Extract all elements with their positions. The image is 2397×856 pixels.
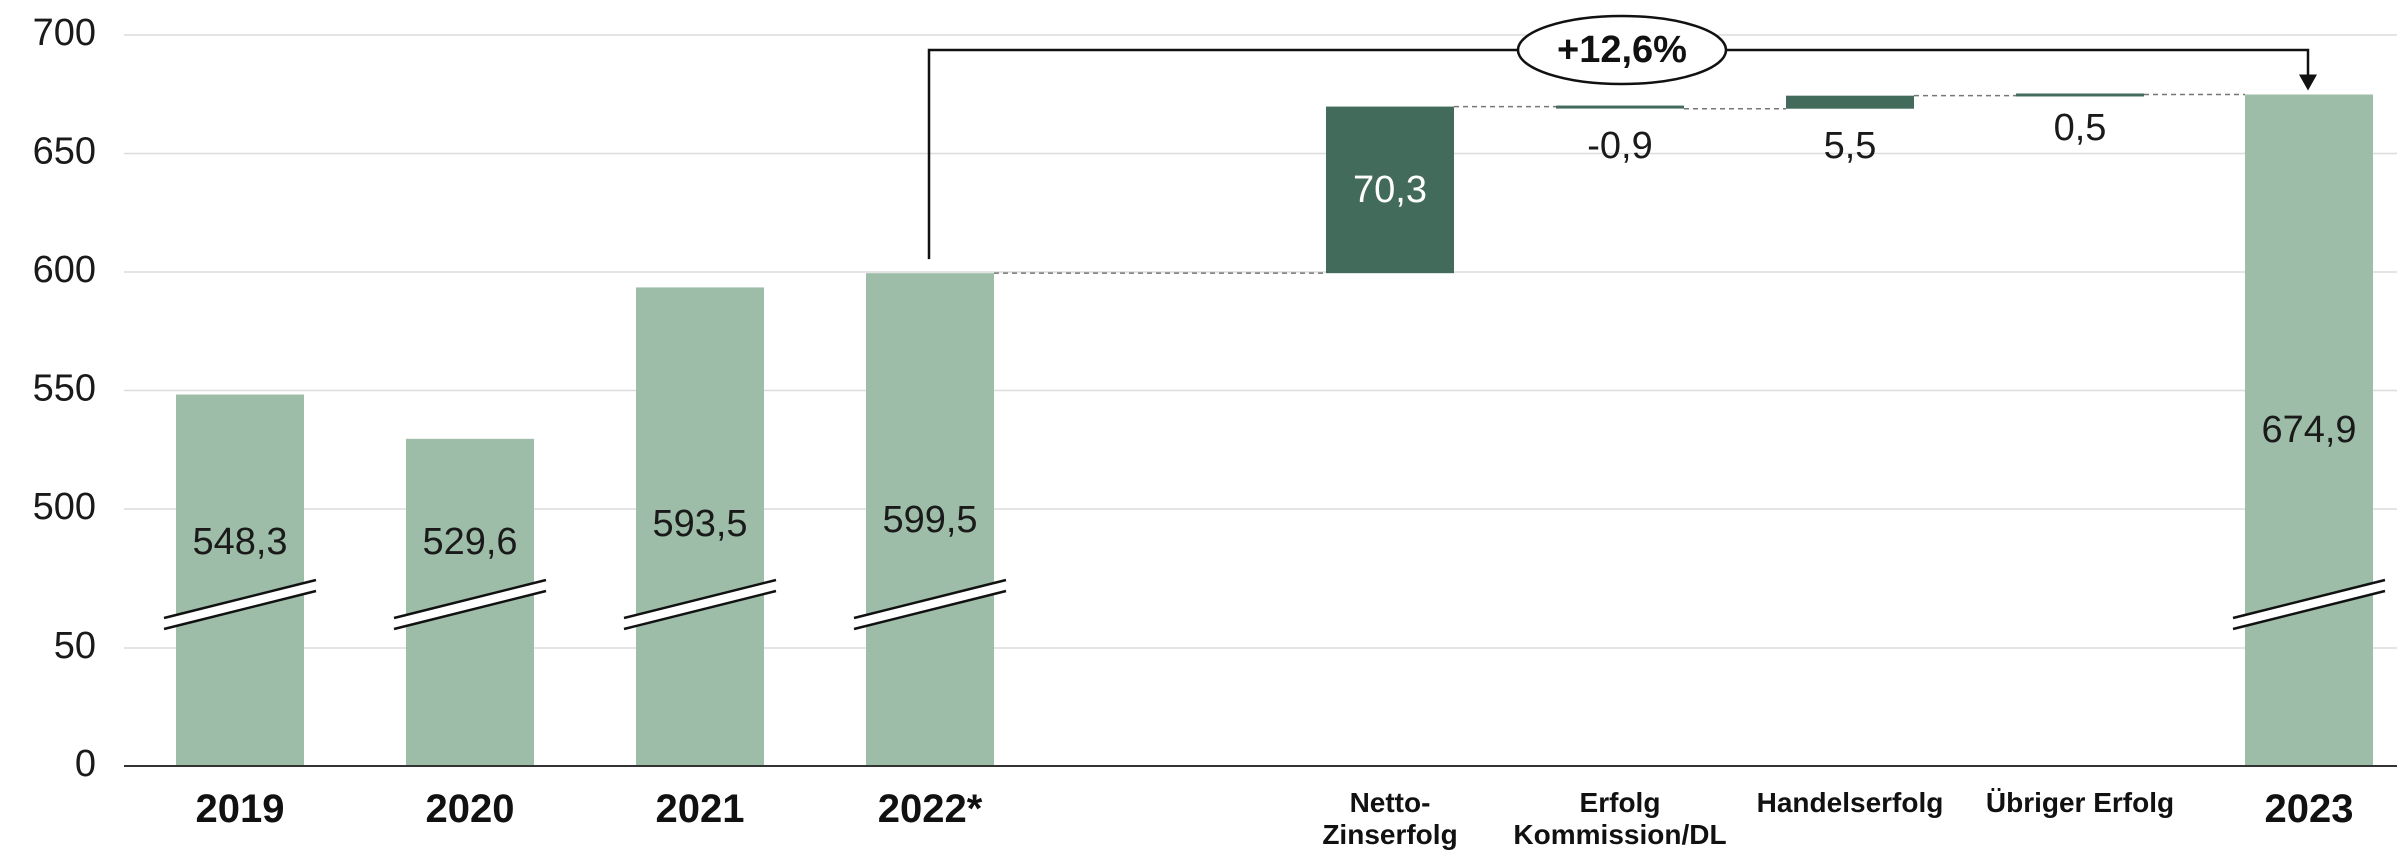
- bar-value-label: 70,3: [1353, 169, 1427, 211]
- category-label: 2020: [426, 787, 515, 831]
- bar-total: [636, 287, 764, 766]
- category-label: Zinserfolg: [1322, 819, 1457, 850]
- growth-ellipse: [1516, 14, 1728, 86]
- bar-change: [1326, 106, 1454, 274]
- connector-lines: [994, 93, 2245, 274]
- bar-total: [2245, 94, 2373, 766]
- category-label: 2022*: [878, 787, 983, 831]
- bar-value-label: 674,9: [2261, 409, 2356, 451]
- y-tick-label: 50: [54, 625, 96, 667]
- axis-break-line: [163, 578, 317, 620]
- category-label: Übriger Erfolg: [1986, 787, 2174, 818]
- y-tick-label: 0: [75, 743, 96, 785]
- axis-break-line: [393, 578, 547, 620]
- category-label: Netto-: [1350, 787, 1431, 818]
- bar-value-label: -0,9: [1587, 125, 1652, 167]
- axis-break-marks: [163, 578, 2386, 631]
- axis-break-line: [853, 578, 1007, 620]
- axis-break-line: [2232, 589, 2386, 631]
- axis-break-gap: [624, 580, 776, 629]
- axis-break-gap: [854, 580, 1006, 629]
- bars: [176, 93, 2373, 766]
- bar-change: [2016, 93, 2144, 97]
- bar-value-label: 0,5: [2054, 107, 2107, 149]
- bar-total: [866, 273, 994, 766]
- bar-value-label: 593,5: [652, 503, 747, 545]
- bar-change: [1556, 105, 1684, 109]
- axis-break-line: [393, 589, 547, 631]
- growth-arrowhead: [2299, 74, 2317, 91]
- growth-label: +12,6%: [1557, 29, 1687, 71]
- axis-break-line: [623, 578, 777, 620]
- growth-annotation: +12,6%: [927, 14, 2317, 260]
- category-label: 2021: [656, 787, 745, 831]
- category-label: Kommission/DL: [1513, 819, 1726, 850]
- axis-break-line: [853, 589, 1007, 631]
- axis-break-line: [623, 589, 777, 631]
- bar-value-label: 599,5: [882, 499, 977, 541]
- y-tick-label: 500: [33, 486, 96, 528]
- category-label: 2019: [196, 787, 285, 831]
- y-tick-label: 600: [33, 249, 96, 291]
- axis-break-gap: [394, 580, 546, 629]
- category-label: Erfolg: [1580, 787, 1661, 818]
- bar-value-label: 548,3: [192, 521, 287, 563]
- axis-break-gap: [2233, 580, 2385, 629]
- category-label: Handelserfolg: [1757, 787, 1944, 818]
- axis-break-line: [2232, 578, 2386, 620]
- axis-break-line: [163, 589, 317, 631]
- bar-total: [176, 394, 304, 766]
- bar-change: [1786, 95, 1914, 109]
- y-tick-label: 650: [33, 131, 96, 173]
- bar-value-label: 529,6: [422, 521, 517, 563]
- y-tick-label: 550: [33, 368, 96, 410]
- category-label: 2023: [2265, 787, 2354, 831]
- axis-break-gap: [164, 580, 316, 629]
- category-labels: 2019 2020 2021 2022* 2023 Netto-Zinserfolg Erf…: [196, 787, 2354, 850]
- data-labels: 548,3 529,6 593,5 599,5 674,9 70,3 -0,9 5,5 0,5: [192, 107, 2356, 563]
- bar-value-label: 5,5: [1824, 125, 1877, 167]
- y-tick-label: 700: [33, 12, 96, 54]
